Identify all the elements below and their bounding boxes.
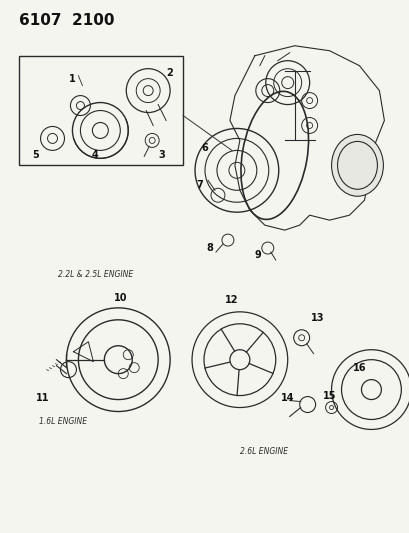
Text: 2.6L ENGINE: 2.6L ENGINE [239, 447, 287, 456]
Text: 6: 6 [201, 143, 208, 154]
Text: 14: 14 [280, 393, 294, 402]
Text: 8: 8 [206, 243, 213, 253]
Text: 7: 7 [196, 180, 203, 190]
Text: 9: 9 [254, 250, 261, 260]
Text: 12: 12 [225, 295, 238, 305]
Text: 11: 11 [36, 393, 49, 402]
Text: 5: 5 [32, 150, 39, 160]
Bar [18, 56, 183, 165]
Text: 4: 4 [92, 150, 99, 160]
Text: 10: 10 [113, 293, 127, 303]
Text: 6107  2100: 6107 2100 [18, 13, 114, 28]
Ellipse shape [331, 134, 382, 196]
Text: 2: 2 [166, 68, 173, 78]
Text: 15: 15 [322, 391, 335, 401]
Text: 1: 1 [69, 74, 76, 84]
Text: 3: 3 [158, 150, 165, 160]
Text: 2.2L & 2.5L ENGINE: 2.2L & 2.5L ENGINE [58, 270, 133, 279]
Text: 13: 13 [310, 313, 324, 323]
Text: 1.6L ENGINE: 1.6L ENGINE [38, 417, 86, 426]
Text: 16: 16 [352, 362, 365, 373]
